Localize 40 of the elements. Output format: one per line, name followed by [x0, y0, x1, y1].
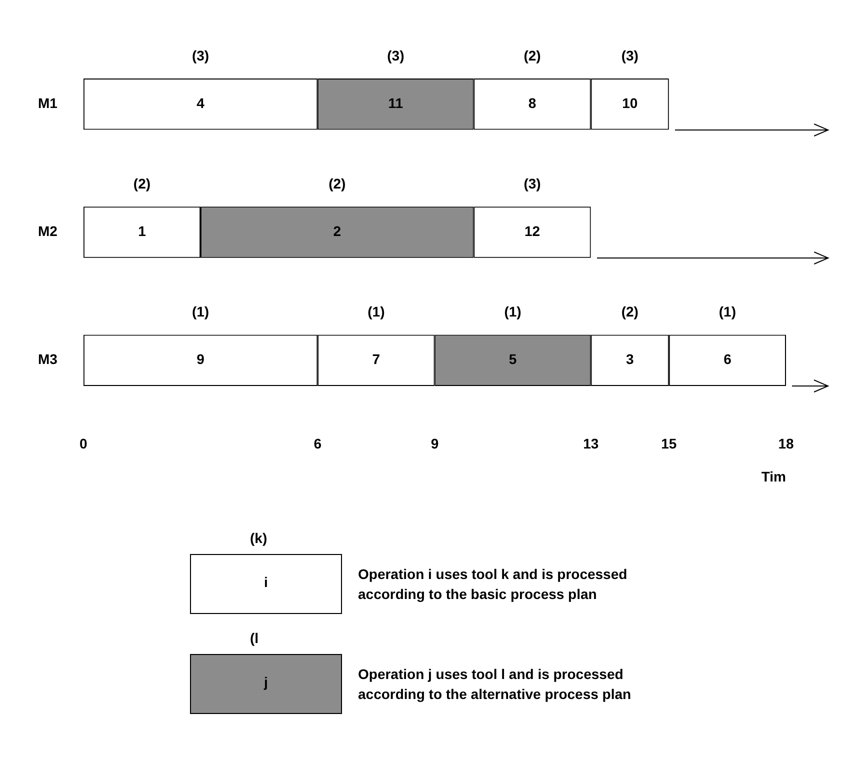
annotation: (3)	[621, 47, 638, 64]
annotation: 12	[524, 223, 540, 240]
annotation: 5	[508, 351, 517, 368]
annotation: 8	[528, 94, 536, 111]
y-tick-label: M2	[38, 223, 58, 240]
y-tick-label: M1	[38, 94, 58, 111]
annotation: 2	[333, 223, 342, 240]
annotation: (2)	[133, 175, 151, 192]
x-axis-title: Tim	[761, 468, 786, 484]
x-tick-label: 13	[583, 436, 599, 452]
annotation: (2)	[328, 175, 346, 192]
annotation: 11	[388, 94, 404, 111]
y-tick-label: M3	[38, 351, 58, 368]
annotation: (1)	[718, 304, 736, 320]
x-tick-label: 6	[314, 436, 322, 452]
x-tick-label: 0	[80, 436, 88, 452]
x-tick-label: 18	[778, 436, 794, 452]
annotation: (1)	[192, 304, 210, 320]
annotation: 1	[138, 223, 146, 240]
annotation: (3)	[524, 175, 541, 192]
annotation: (2)	[621, 304, 638, 320]
text: (l	[250, 630, 259, 646]
annotation: (2)	[524, 47, 541, 64]
annotation: 3	[626, 351, 634, 368]
text: (k)	[250, 530, 268, 546]
text: Operation i uses tool k and is processed according to the basic process plan	[358, 565, 628, 604]
annotation: (3)	[192, 47, 210, 64]
text: j	[262, 674, 269, 690]
annotation: (1)	[368, 304, 385, 320]
text: Operation j uses tool l and is processed according to the alternative process plan	[358, 665, 632, 704]
annotation: 9	[196, 351, 205, 368]
x-tick-label: 9	[430, 436, 439, 452]
annotation: 6	[724, 351, 732, 368]
annotation: 10	[622, 94, 638, 111]
annotation: 7	[372, 351, 380, 368]
x-tick-label: 15	[661, 436, 677, 452]
text: i	[263, 574, 269, 590]
annotation: (1)	[504, 304, 522, 320]
annotation: 4	[196, 94, 205, 111]
annotation: (3)	[387, 47, 404, 64]
